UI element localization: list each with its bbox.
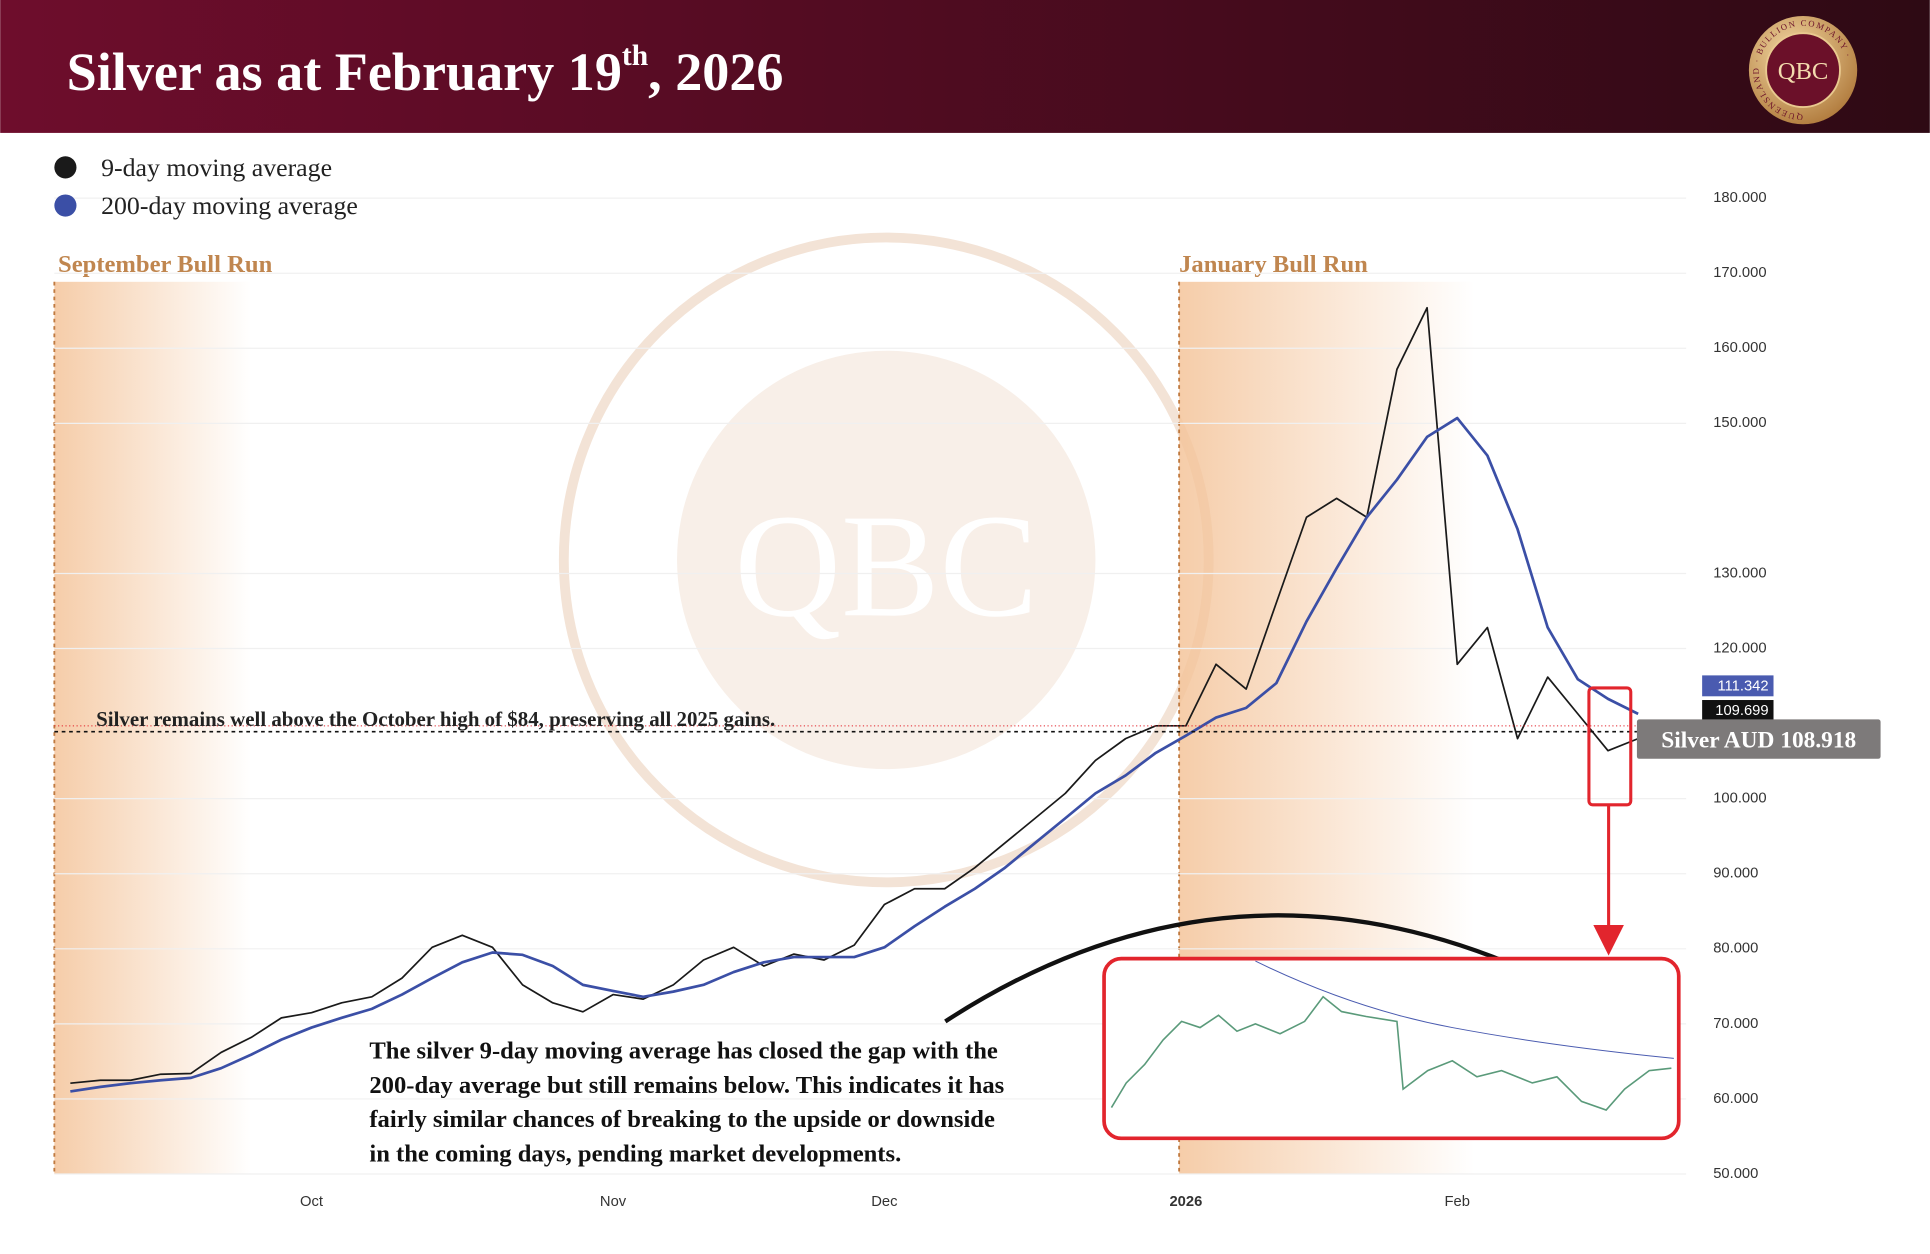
inset-box xyxy=(1102,956,1681,1141)
watermark-text: QBC xyxy=(734,483,1038,647)
inset-price xyxy=(1110,995,1672,1111)
inset-line xyxy=(1255,960,1674,1059)
note: Silver remains well above the October hi… xyxy=(96,707,775,731)
legend-label: 200-day moving average xyxy=(101,191,358,220)
y-tick-label: 60.000 xyxy=(1713,1091,1758,1107)
plot xyxy=(54,306,1639,1093)
header-band xyxy=(0,0,1930,133)
september-zone xyxy=(54,281,252,1175)
logo-text: QBC xyxy=(1778,58,1829,85)
y-tick-label: 80.000 xyxy=(1713,941,1758,957)
y-tick-label: 130.000 xyxy=(1713,565,1766,581)
y-tick-label: 150.000 xyxy=(1713,415,1766,431)
chart-title: Silver as at February 19th, 2026 xyxy=(67,40,784,102)
x-tick-label: Nov xyxy=(600,1194,627,1210)
y-tick-label: 70.000 xyxy=(1713,1016,1758,1032)
x-tick-label: 2026 xyxy=(1169,1194,1202,1210)
price-box xyxy=(1702,700,1774,721)
comment-line: The silver 9-day moving average has clos… xyxy=(369,1037,998,1064)
comment-line: in the coming days, pending market devel… xyxy=(369,1141,901,1168)
y-tick-label: 180.000 xyxy=(1713,190,1766,206)
x-tick-label: Oct xyxy=(300,1194,323,1210)
price-box xyxy=(1636,719,1881,759)
price-value: 109.699 xyxy=(1715,703,1768,719)
comment-line: fairly similar chances of breaking to th… xyxy=(369,1106,995,1133)
series-line xyxy=(70,416,1639,1093)
x-tick-label: Feb xyxy=(1445,1194,1470,1210)
y-tick-label: 160.000 xyxy=(1713,340,1766,356)
legend-swatch xyxy=(54,156,77,179)
price-labels: 111.342 109.699 Silver AUD 108.918 xyxy=(1636,675,1881,759)
y-tick-label: 90.000 xyxy=(1713,866,1758,882)
comment-line: 200-day average but still remains below.… xyxy=(369,1072,1004,1099)
legend-swatch xyxy=(54,194,77,217)
zone-label: September Bull Run xyxy=(58,251,273,278)
y-tick-label: 100.000 xyxy=(1713,791,1766,807)
price-box xyxy=(1702,675,1774,697)
watermark-core xyxy=(677,350,1096,770)
zone-label: January Bull Run xyxy=(1179,251,1368,278)
comment: The silver 9-day moving average has clos… xyxy=(369,1037,1004,1167)
title-main: Silver as at February 19 xyxy=(67,42,622,102)
title-sup: th xyxy=(622,40,648,72)
logo-core xyxy=(1765,32,1841,108)
y-tick-label: 170.000 xyxy=(1713,265,1766,281)
title-end: , 2026 xyxy=(648,42,783,102)
series-line xyxy=(70,306,1639,1085)
price-label: Silver AUD 108.918 xyxy=(1661,728,1856,754)
price-value: 111.342 xyxy=(1717,678,1768,694)
x-tick-label: Dec xyxy=(871,1194,897,1210)
y-tick-label: 50.000 xyxy=(1713,1166,1758,1182)
legend: 9-day moving average 200-day moving avera… xyxy=(54,153,358,220)
legend-label: 9-day moving average xyxy=(101,153,332,182)
recent-box xyxy=(1587,686,1633,807)
y-tick-label: 120.000 xyxy=(1713,640,1766,656)
